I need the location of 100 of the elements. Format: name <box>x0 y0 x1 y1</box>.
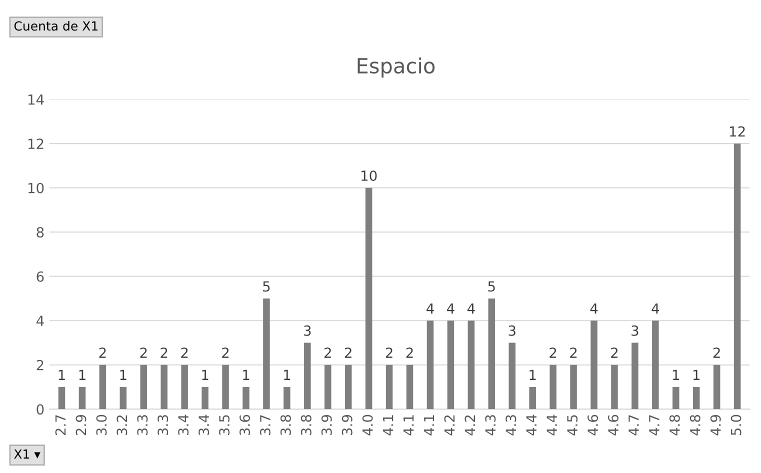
data-label: 1 <box>202 370 208 380</box>
data-label: 1 <box>672 370 680 380</box>
bar <box>426 320 434 410</box>
bar <box>672 387 680 410</box>
x-tick-label: 4.7 <box>649 415 660 436</box>
data-label: 2 <box>570 348 577 358</box>
bar <box>652 320 659 410</box>
x-tick-label: 4.4 <box>546 414 557 436</box>
bar <box>447 320 454 410</box>
bar <box>508 342 516 410</box>
bar <box>202 387 208 410</box>
x-tick-label: 3.9 <box>342 414 352 436</box>
bar <box>263 298 270 410</box>
data-label: 2 <box>222 348 229 358</box>
x-tick-label: 4.2 <box>464 415 476 436</box>
data-label: 2 <box>324 348 331 358</box>
bar <box>242 387 250 410</box>
data-label: 4 <box>652 303 660 314</box>
data-label: 4 <box>446 303 454 314</box>
x-tick-label: 4.6 <box>588 414 598 436</box>
bar <box>468 320 475 410</box>
y-tick-label: 6 <box>36 271 44 282</box>
x-tick-label: 4.6 <box>608 414 619 436</box>
x-tick-label: 4.0 <box>362 414 373 436</box>
text: Cuenta de X1 <box>14 21 98 31</box>
bar <box>734 144 741 410</box>
data-label: 5 <box>488 281 495 292</box>
bar <box>284 387 290 410</box>
bar <box>611 364 618 410</box>
data-label: 2 <box>160 348 168 358</box>
data-label: 5 <box>263 281 270 292</box>
bar <box>590 320 598 410</box>
bar <box>488 298 496 410</box>
bar <box>386 364 393 410</box>
x-tick-label: 4.3 <box>485 415 496 436</box>
bar <box>222 364 229 410</box>
x-tick-label: 3.6 <box>240 414 250 436</box>
data-label: 2 <box>550 348 556 358</box>
bar <box>529 387 536 410</box>
data-label: 2 <box>140 348 147 358</box>
bar <box>304 342 311 410</box>
y-tick-label: 0 <box>36 404 44 415</box>
x-tick-label: 4.7 <box>628 415 639 436</box>
bar <box>344 364 352 410</box>
x-tick-label: 2.9 <box>76 414 86 436</box>
x-tick-label: 3.4 <box>178 414 189 436</box>
chart-title: Espacio <box>358 57 435 78</box>
data-label: 1 <box>120 370 126 380</box>
x-tick-label: 3.8 <box>280 414 291 436</box>
data-label: 3 <box>304 325 311 336</box>
data-label: 10 <box>362 170 377 181</box>
data-label: 2 <box>344 348 352 358</box>
data-label: 12 <box>730 126 745 137</box>
data-label: 1 <box>530 370 536 380</box>
y-tick-label: 14 <box>28 94 44 105</box>
bar <box>324 364 332 410</box>
data-label: 2 <box>181 348 188 358</box>
data-label: 1 <box>58 370 65 380</box>
bar <box>713 364 720 410</box>
text: X1 ▾ <box>14 449 40 459</box>
x-tick-label: 3.7 <box>260 415 270 436</box>
x-tick-label: 4.9 <box>710 414 721 436</box>
bar <box>99 364 106 410</box>
data-label: 2 <box>406 348 413 358</box>
x-tick-label: 4.2 <box>444 415 455 436</box>
bar <box>550 364 556 410</box>
data-label: 4 <box>426 303 434 314</box>
x-tick-label: 4.1 <box>403 415 414 436</box>
data-label: 3 <box>508 325 516 336</box>
y-tick-label: 2 <box>36 360 44 370</box>
x-tick-label: 4.3 <box>506 415 516 436</box>
x-tick-label: 3.5 <box>219 415 230 436</box>
bar <box>632 342 638 410</box>
y-tick-label: 8 <box>36 227 44 238</box>
x-tick-label: 3.3 <box>158 415 168 436</box>
data-label: 1 <box>79 370 86 380</box>
x-tick-label: 4.4 <box>526 414 536 436</box>
y-tick-label: 4 <box>36 316 44 326</box>
x-tick-label: 4.5 <box>567 415 578 436</box>
bar <box>570 364 577 410</box>
x-tick-label: 3.4 <box>198 414 210 436</box>
x-tick-label: 3.8 <box>300 414 312 436</box>
x-tick-label: 2.7 <box>55 415 66 436</box>
data-label: 2 <box>713 348 720 358</box>
data-label: 2 <box>386 348 392 358</box>
bar <box>406 364 414 410</box>
data-label: 4 <box>590 303 598 314</box>
bar <box>140 364 148 410</box>
x-tick-label: 3.0 <box>96 414 107 436</box>
y-tick-label: 10 <box>28 182 44 194</box>
data-label: 4 <box>467 303 475 314</box>
data-label: 1 <box>284 370 290 380</box>
data-label: 3 <box>632 325 638 336</box>
data-label: 2 <box>99 348 106 358</box>
x-tick-label: 5.0 <box>730 414 742 436</box>
y-tick-label: 12 <box>28 138 44 149</box>
x-tick-label: 3.3 <box>137 415 148 436</box>
x-tick-label: 4.1 <box>382 415 394 436</box>
bar <box>181 364 188 410</box>
x-tick-label: 3.9 <box>321 414 332 436</box>
